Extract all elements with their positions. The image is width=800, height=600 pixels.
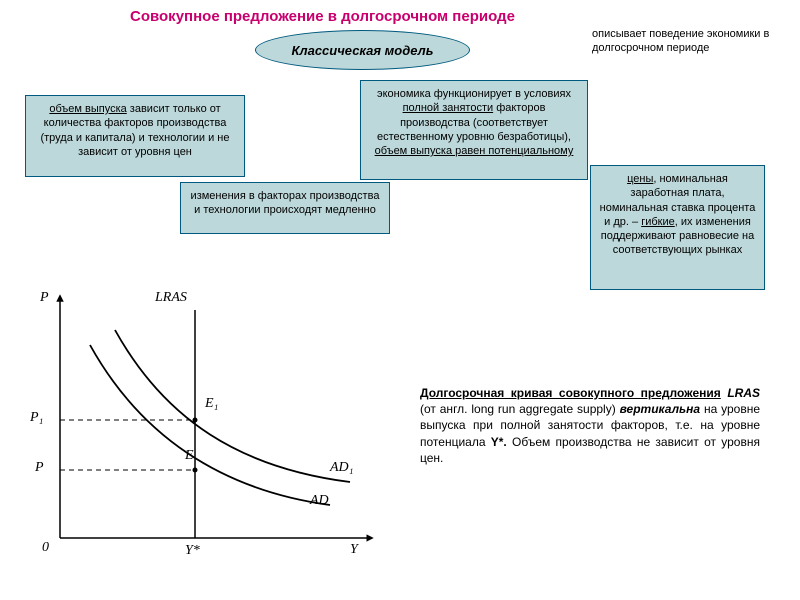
lbl-lras: LRAS xyxy=(155,290,187,306)
chart-svg xyxy=(30,290,390,570)
lbl-zero: 0 xyxy=(42,540,49,556)
lbl-p-axis: P xyxy=(40,290,49,306)
side-note: описывает поведение экономики в долгосро… xyxy=(592,28,772,56)
point-e xyxy=(193,468,198,473)
lbl-ad: AD xyxy=(310,493,329,509)
ad-curve xyxy=(90,345,330,505)
lbl-p1: P₁ xyxy=(30,410,43,426)
box-flexible-prices: цены, номинальная заработная плата, номи… xyxy=(590,165,765,290)
lbl-e1: E₁ xyxy=(205,396,218,412)
lbl-e: E xyxy=(185,448,194,464)
lbl-pp: P xyxy=(35,460,44,476)
ellipse-label: Классическая модель xyxy=(292,43,434,58)
classic-model-ellipse: Классическая модель xyxy=(255,30,470,70)
box-slow-changes: изменения в факторах производства и техн… xyxy=(180,182,390,234)
lbl-ystar: Y* xyxy=(185,543,200,559)
lras-paragraph: Долгосрочная кривая совокупного предложе… xyxy=(420,385,760,466)
lras-chart: P LRAS P₁ P E₁ E AD₁ AD 0 Y* Y xyxy=(30,290,390,570)
page-title: Совокупное предложение в долгосрочном пе… xyxy=(130,8,515,25)
lbl-ad1: AD₁ xyxy=(330,460,354,476)
box-output-depends: объем выпуска зависит только от количест… xyxy=(25,95,245,177)
box-full-employment: экономика функционирует в условиях полно… xyxy=(360,80,588,180)
ad1-curve xyxy=(115,330,350,482)
point-e1 xyxy=(193,418,198,423)
lbl-y-axis: Y xyxy=(350,542,358,558)
